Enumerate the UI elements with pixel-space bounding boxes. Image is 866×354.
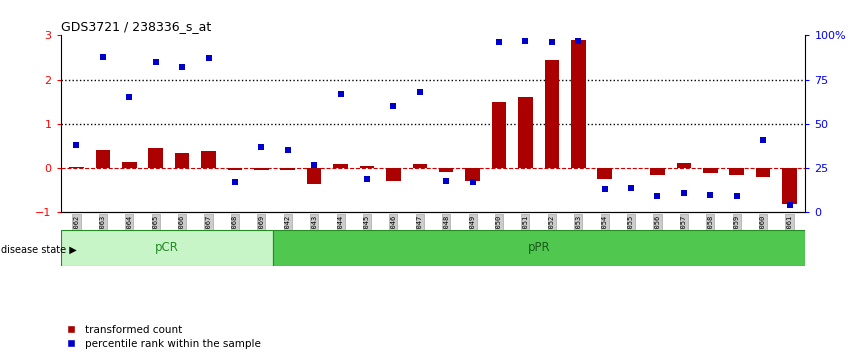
Bar: [571, 40, 585, 168]
Bar: [148, 148, 163, 168]
Bar: [95, 150, 110, 168]
Point: [69, 142, 83, 148]
Bar: [729, 168, 744, 175]
Point: [307, 162, 321, 167]
Bar: [545, 60, 559, 168]
Point: [650, 194, 664, 199]
Point: [624, 185, 638, 190]
Bar: [518, 97, 533, 168]
Point: [202, 56, 216, 61]
Bar: [650, 168, 665, 175]
Point: [545, 40, 559, 45]
Bar: [439, 168, 454, 172]
Bar: [228, 168, 242, 170]
Bar: [201, 152, 216, 168]
Point: [677, 190, 691, 196]
Point: [149, 59, 163, 65]
Bar: [782, 168, 797, 204]
Point: [730, 194, 744, 199]
Bar: [254, 168, 268, 170]
Point: [466, 179, 480, 185]
Bar: [386, 168, 401, 181]
Point: [255, 144, 268, 150]
Point: [360, 176, 374, 182]
Bar: [412, 164, 427, 168]
Point: [413, 89, 427, 95]
Bar: [274, 230, 805, 266]
Bar: [703, 168, 718, 173]
Bar: [281, 168, 295, 170]
Bar: [61, 230, 274, 266]
Point: [175, 64, 189, 70]
Point: [783, 202, 797, 208]
Point: [122, 95, 136, 100]
Bar: [756, 168, 771, 177]
Bar: [122, 161, 137, 168]
Point: [96, 54, 110, 59]
Bar: [465, 168, 480, 181]
Point: [756, 137, 770, 143]
Bar: [492, 102, 507, 168]
Point: [386, 103, 400, 109]
Point: [572, 38, 585, 44]
Point: [333, 91, 347, 97]
Legend: transformed count, percentile rank within the sample: transformed count, percentile rank withi…: [66, 325, 261, 349]
Text: pCR: pCR: [155, 241, 179, 254]
Bar: [676, 163, 691, 168]
Point: [228, 179, 242, 185]
Point: [281, 148, 294, 153]
Bar: [359, 166, 374, 168]
Point: [492, 40, 506, 45]
Bar: [307, 168, 321, 184]
Text: pPR: pPR: [528, 241, 551, 254]
Point: [703, 192, 717, 198]
Point: [439, 178, 453, 183]
Text: disease state ▶: disease state ▶: [1, 245, 76, 255]
Bar: [69, 167, 84, 168]
Text: GDS3721 / 238336_s_at: GDS3721 / 238336_s_at: [61, 20, 210, 33]
Point: [519, 38, 533, 44]
Point: [598, 187, 611, 192]
Bar: [175, 153, 190, 168]
Bar: [598, 168, 612, 179]
Bar: [333, 164, 348, 168]
